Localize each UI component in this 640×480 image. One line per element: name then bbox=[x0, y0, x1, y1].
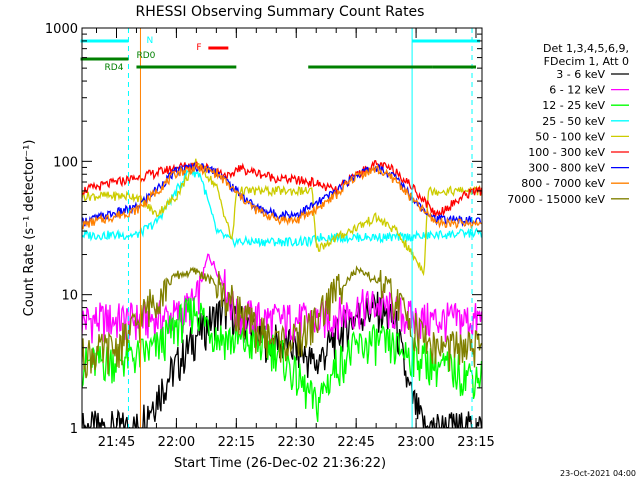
legend-header-line: Det 1,3,4,5,6,9, bbox=[543, 42, 629, 55]
legend-entry-label: 300 - 800 keV bbox=[528, 162, 605, 175]
series-line-25-50-keV bbox=[82, 168, 482, 249]
x-tick-label: 22:30 bbox=[278, 435, 315, 450]
legend-entry-label: 7000 - 15000 keV bbox=[507, 193, 605, 206]
series-line-50-100-keV bbox=[82, 158, 482, 277]
legend-entry-label: 100 - 300 keV bbox=[528, 146, 605, 159]
legend-entry-label: 50 - 100 keV bbox=[535, 130, 605, 143]
legend-entry-label: 800 - 7000 keV bbox=[521, 177, 605, 190]
plot-frame bbox=[81, 27, 483, 429]
status-label-rd4: RD4 bbox=[105, 63, 124, 73]
x-tick-label: 22:45 bbox=[337, 435, 374, 450]
chart-title: RHESSI Observing Summary Count Rates bbox=[136, 4, 425, 20]
x-axis-label: Start Time (26-Dec-02 21:36:22) bbox=[174, 456, 386, 471]
legend-entry-label: 12 - 25 keV bbox=[542, 99, 605, 112]
legend-header-line: FDecim 1, Att 0 bbox=[544, 55, 629, 68]
x-tick-label: 22:15 bbox=[218, 435, 255, 450]
legend-entry-label: 6 - 12 keV bbox=[549, 84, 605, 97]
x-tick-label: 22:00 bbox=[158, 435, 195, 450]
legend-entry-label: 3 - 6 keV bbox=[556, 68, 605, 81]
series-line-300-800-keV bbox=[82, 161, 482, 228]
status-label-n: N bbox=[146, 36, 153, 46]
y-tick-label: 100 bbox=[53, 155, 78, 170]
series-line-100-300-keV bbox=[82, 159, 482, 217]
y-tick-label: 10 bbox=[61, 289, 78, 304]
legend-entry-label: 25 - 50 keV bbox=[542, 115, 605, 128]
status-label-f: F bbox=[196, 43, 201, 53]
series-line-7000-15000-keV bbox=[82, 265, 482, 379]
x-tick-label: 23:00 bbox=[397, 435, 434, 450]
timestamp-label: 23-Oct-2021 04:00 bbox=[560, 469, 636, 478]
status-label-rd0: RD0 bbox=[136, 51, 155, 61]
series-line-800-7000-keV bbox=[82, 162, 482, 230]
y-tick-label: 1000 bbox=[45, 22, 78, 37]
x-tick-label: 23:15 bbox=[457, 435, 494, 450]
legend: Det 1,3,4,5,6,9,FDecim 1, Att 03 - 6 keV… bbox=[507, 42, 629, 206]
x-tick-label: 21:45 bbox=[98, 435, 135, 450]
y-tick-label: 1 bbox=[70, 422, 78, 437]
y-axis-label: Count Rate (s⁻¹ detector⁻¹) bbox=[22, 140, 37, 317]
